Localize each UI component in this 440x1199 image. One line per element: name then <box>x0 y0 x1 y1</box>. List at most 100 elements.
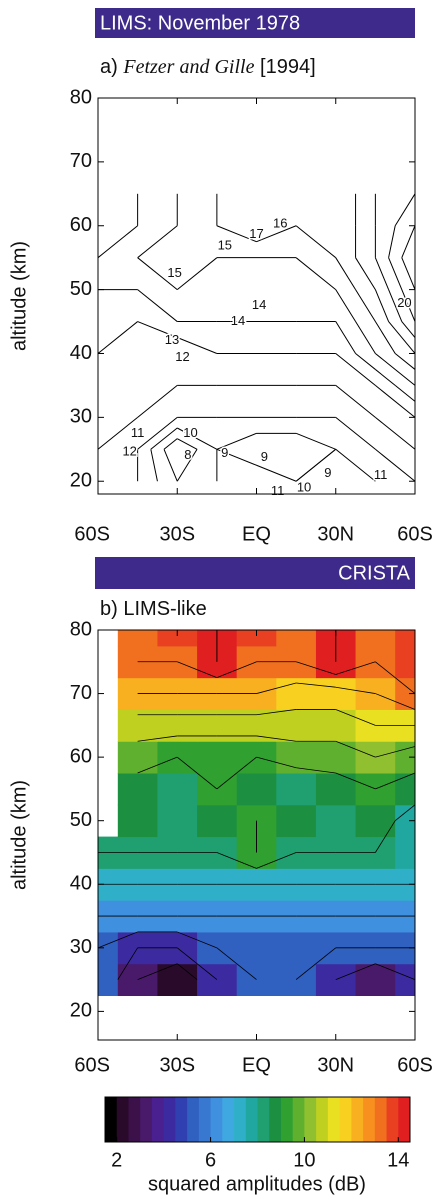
contour-label: 9 <box>324 465 331 480</box>
contour-line <box>216 756 257 790</box>
y-tick-label: 40 <box>70 873 92 895</box>
contour-line <box>295 257 337 291</box>
x-tick-label: 60S <box>74 523 110 545</box>
y-tick-label: 70 <box>70 682 92 704</box>
contour-line <box>216 432 257 450</box>
contour-line <box>97 931 138 949</box>
colorbar-swatch <box>175 1097 188 1142</box>
colorbar-tick-label: 10 <box>293 1149 315 1171</box>
colorbar-swatch <box>363 1097 376 1142</box>
contour-line <box>375 746 416 758</box>
colorbar-swatch <box>187 1097 200 1142</box>
contour-line <box>176 449 198 482</box>
y-tick-label: 30 <box>70 936 92 958</box>
contour-line <box>401 321 416 338</box>
contour-label: 8 <box>184 447 191 462</box>
colorbar-swatch <box>163 1097 176 1142</box>
cell <box>315 677 357 710</box>
contour-line <box>374 289 390 322</box>
contour-line <box>335 686 376 694</box>
cell <box>395 677 416 710</box>
cell <box>395 804 416 838</box>
colorbar-swatch <box>292 1097 305 1142</box>
contour-line <box>335 385 376 418</box>
contour-label: 15 <box>218 238 232 253</box>
citation-authors: Fetzer and Gille <box>122 56 254 78</box>
contour-line <box>97 416 138 450</box>
contour-line <box>355 257 376 290</box>
contour-label: 11 <box>374 467 388 482</box>
contour-label: 15 <box>167 265 181 280</box>
contour-line <box>150 427 178 450</box>
contour-line <box>375 416 416 450</box>
panel-label: b) <box>100 598 118 620</box>
contour-line <box>335 661 376 675</box>
contour-label: 10 <box>297 480 311 495</box>
y-tick-label: 60 <box>70 214 92 236</box>
contour-line <box>296 767 336 774</box>
cell <box>157 709 198 742</box>
cell <box>157 773 198 806</box>
contour-line <box>335 353 376 386</box>
colorbar-swatch <box>316 1097 329 1142</box>
contour-line <box>335 448 376 482</box>
contour-line <box>216 852 257 869</box>
cell <box>315 709 357 742</box>
contour-line <box>355 289 376 322</box>
x-tick-label: 30N <box>317 1054 354 1076</box>
x-tick-label: 30S <box>159 1054 195 1076</box>
cell <box>276 804 317 838</box>
contour-line <box>401 225 416 258</box>
contour-label: 17 <box>249 226 263 241</box>
y-tick-label: 50 <box>70 278 92 300</box>
contour-line <box>216 661 257 679</box>
contour-line <box>374 257 390 290</box>
x-tick-label: EQ <box>242 1054 271 1076</box>
colorbar-swatch <box>210 1097 223 1142</box>
colorbar-tick-label: 14 <box>387 1149 409 1171</box>
contour-line <box>177 438 198 450</box>
contour-line <box>256 682 297 694</box>
contour-line <box>176 756 218 790</box>
colorbar-swatch <box>374 1097 388 1142</box>
y-tick-label: 20 <box>70 470 92 492</box>
cell <box>98 931 119 965</box>
contour-label: 12 <box>122 443 136 458</box>
contour-line <box>256 225 297 243</box>
contour-line <box>375 353 416 386</box>
header-bar <box>95 557 415 589</box>
cell <box>355 963 396 997</box>
colorbar-tick-label: 6 <box>205 1149 216 1171</box>
contour-line <box>388 225 396 258</box>
contour-line <box>375 661 416 694</box>
contour-line <box>177 337 218 354</box>
contour-line <box>375 963 416 980</box>
contour-label: 9 <box>221 445 228 460</box>
contour-line <box>256 709 297 716</box>
contour-line <box>256 735 297 742</box>
colorbar-frame <box>104 1096 411 1143</box>
contour-line <box>335 321 356 354</box>
contour-label: 14 <box>252 297 266 312</box>
colorbar-swatch <box>327 1097 341 1142</box>
cell <box>276 630 317 647</box>
subtitle-text: LIMS-like <box>123 598 206 620</box>
cell <box>315 773 357 806</box>
y-axis-label: altitude (km) <box>8 780 30 890</box>
subtitle: b) LIMS-like <box>100 598 207 620</box>
colorbar-swatch <box>151 1097 165 1142</box>
contour-label: 13 <box>165 332 179 347</box>
cell <box>98 963 119 997</box>
contour-line <box>176 947 218 980</box>
colorbar-swatch <box>269 1097 282 1142</box>
colorbar-swatch <box>140 1097 153 1142</box>
contour-label: 12 <box>175 349 189 364</box>
contour-line <box>137 225 178 259</box>
contour-line <box>394 804 416 822</box>
cell <box>276 741 317 774</box>
y-tick-label: 80 <box>70 86 92 108</box>
contour-line <box>394 353 416 370</box>
contour-line <box>335 416 376 450</box>
cell <box>197 741 238 774</box>
contour-line <box>375 369 396 386</box>
